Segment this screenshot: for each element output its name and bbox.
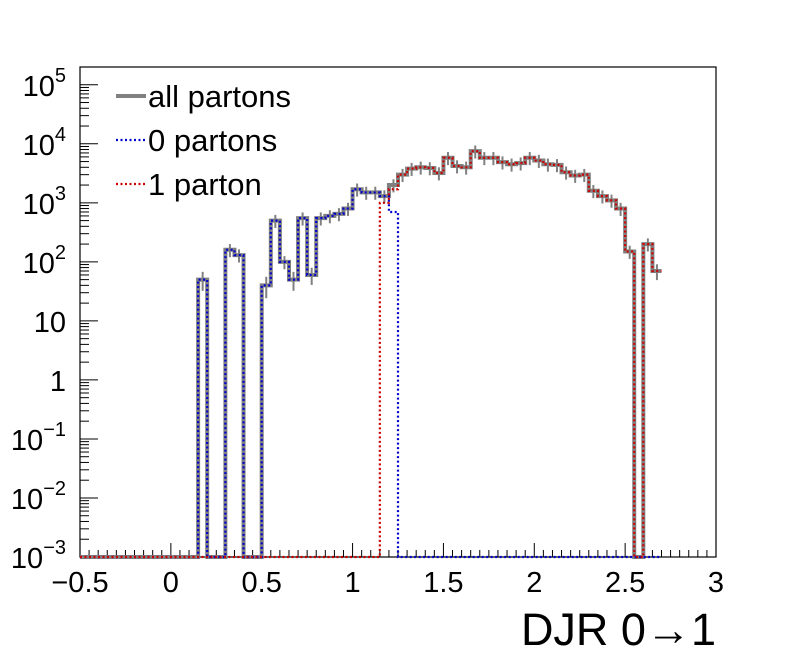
x-tick-label: 1 [345, 567, 361, 599]
x-tick-label: 1.5 [423, 567, 463, 599]
x-tick-label: 3 [708, 567, 724, 599]
series-1-parton-line [80, 150, 662, 559]
x-axis-title: DJR 0→1 [521, 604, 716, 655]
x-tick-label: −0.5 [51, 567, 108, 599]
legend: all partons 0 partons 1 parton [116, 79, 291, 202]
legend-label-1-parton: 1 parton [148, 167, 262, 202]
x-tick-label: 0.5 [242, 567, 282, 599]
series-layer [80, 145, 662, 559]
x-tick-label: 2 [526, 567, 542, 599]
y-tick-label: 105 [23, 65, 66, 103]
legend-label-0-partons: 0 partons [148, 123, 277, 158]
series-0-partons-line [80, 188, 662, 559]
y-tick-label: 10 [34, 307, 66, 339]
y-tick-label: 102 [23, 242, 66, 280]
y-tick-label: 10−2 [11, 478, 66, 516]
y-tick-label: 10−1 [11, 419, 66, 457]
x-tick-label: 2.5 [605, 567, 645, 599]
x-tick-marks [79, 543, 717, 557]
y-tick-label: 10−3 [11, 537, 66, 575]
x-tick-labels: −0.5 0 0.5 1 1.5 2 2.5 3 [51, 567, 724, 599]
y-tick-label: 104 [23, 124, 66, 162]
x-tick-label: 0 [163, 567, 179, 599]
y-tick-label: 1 [50, 366, 66, 398]
legend-label-all-partons: all partons [148, 79, 291, 114]
y-tick-label: 103 [23, 183, 66, 221]
y-tick-labels: 10−3 10−2 10−1 1 10 102 103 104 105 [11, 65, 66, 575]
series-all-partons-line [80, 149, 662, 559]
y-tick-marks [80, 66, 98, 558]
